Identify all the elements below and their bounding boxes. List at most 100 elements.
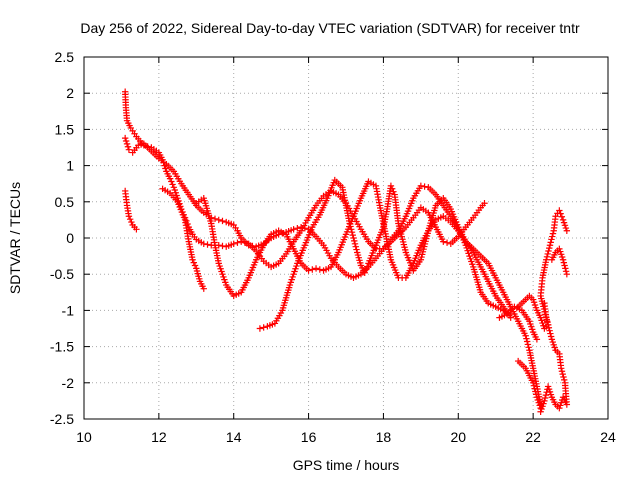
data-point — [364, 263, 371, 270]
data-point — [547, 330, 554, 337]
data-point — [563, 271, 571, 278]
data-point — [532, 388, 539, 395]
data-point — [230, 240, 237, 247]
data-point — [347, 223, 354, 230]
data-point — [542, 391, 550, 399]
y-tick-label: -2 — [62, 375, 75, 391]
data-point — [556, 207, 563, 214]
data-point — [523, 335, 530, 342]
data-point — [545, 247, 552, 255]
data-point — [362, 266, 370, 273]
data-point — [260, 324, 267, 331]
data-point — [525, 344, 532, 351]
data-point — [531, 385, 538, 392]
data-point — [522, 332, 529, 339]
data-point — [169, 181, 176, 188]
data-point — [561, 376, 568, 384]
data-point — [191, 262, 199, 269]
data-point — [530, 382, 538, 389]
data-point — [558, 213, 566, 220]
data-point — [219, 217, 226, 225]
data-point — [123, 140, 131, 148]
y-tick-label: -1 — [62, 302, 75, 318]
data-point — [290, 226, 297, 233]
data-point — [532, 391, 540, 398]
data-point — [544, 250, 551, 258]
y-tick-label: -2.5 — [50, 411, 74, 427]
data-point — [549, 230, 557, 237]
data-point — [546, 327, 553, 334]
data-point — [312, 265, 320, 272]
y-tick-label: 2 — [66, 85, 74, 101]
data-point — [560, 373, 567, 381]
data-point — [443, 239, 451, 246]
data-point — [348, 229, 356, 236]
data-point — [348, 226, 355, 233]
data-point — [256, 325, 264, 332]
x-tick-label: 14 — [226, 429, 242, 445]
data-point — [541, 394, 549, 402]
data-point — [544, 383, 552, 390]
data-point — [125, 146, 133, 153]
data-point — [440, 238, 447, 245]
data-point — [545, 324, 553, 331]
data-point — [204, 241, 211, 248]
data-point — [529, 379, 537, 386]
data-point — [121, 134, 129, 142]
data-point — [559, 370, 566, 378]
x-tick-label: 12 — [151, 429, 167, 445]
data-point — [168, 178, 175, 185]
y-tick-label: 0.5 — [55, 194, 75, 210]
data-point — [126, 215, 134, 223]
data-point — [249, 242, 256, 250]
y-tick-label: -0.5 — [50, 266, 74, 282]
points-layer — [121, 88, 571, 415]
data-point — [421, 183, 428, 190]
data-point — [346, 220, 353, 227]
data-point — [547, 333, 555, 340]
data-point — [316, 266, 323, 273]
data-point — [234, 239, 241, 246]
data-point — [388, 185, 396, 192]
ticks-layer: 10 12 14 16 18 20 22 24 -2.5 -2 -1.5 -1 -0.5 0 0.5 1 1.5… — [50, 49, 616, 445]
x-axis-label: GPS time / hours — [293, 457, 400, 473]
data-point — [351, 240, 359, 247]
data-point — [561, 262, 568, 269]
plot-frame — [83, 56, 609, 420]
data-point — [507, 314, 514, 321]
data-point — [390, 188, 397, 195]
data-point — [533, 336, 541, 343]
data-point — [543, 318, 551, 325]
data-point — [524, 341, 532, 348]
data-point — [350, 234, 357, 242]
data-point — [559, 256, 567, 263]
x-tick-label: 20 — [450, 429, 466, 445]
data-point — [133, 226, 140, 233]
data-point — [309, 266, 316, 273]
data-point — [523, 338, 531, 345]
data-point — [543, 314, 550, 321]
data-point — [548, 236, 555, 243]
data-point — [189, 256, 196, 263]
x-tick-label: 22 — [525, 429, 541, 445]
data-point — [537, 404, 544, 412]
data-point — [122, 137, 130, 145]
y-tick-label: 0 — [66, 230, 74, 246]
data-point — [301, 225, 309, 232]
data-point — [562, 268, 570, 275]
data-point — [543, 256, 550, 263]
data-point — [137, 141, 145, 148]
data-point — [557, 210, 564, 217]
data-point — [294, 225, 301, 232]
data-point — [166, 175, 174, 182]
data-point — [353, 246, 360, 253]
data-point — [200, 240, 207, 247]
data-point — [349, 231, 356, 239]
y-tick-label: -1.5 — [50, 339, 74, 355]
data-point — [125, 213, 133, 220]
data-point — [562, 265, 569, 272]
data-point — [200, 285, 207, 292]
data-point — [558, 368, 566, 375]
data-point — [546, 242, 554, 249]
